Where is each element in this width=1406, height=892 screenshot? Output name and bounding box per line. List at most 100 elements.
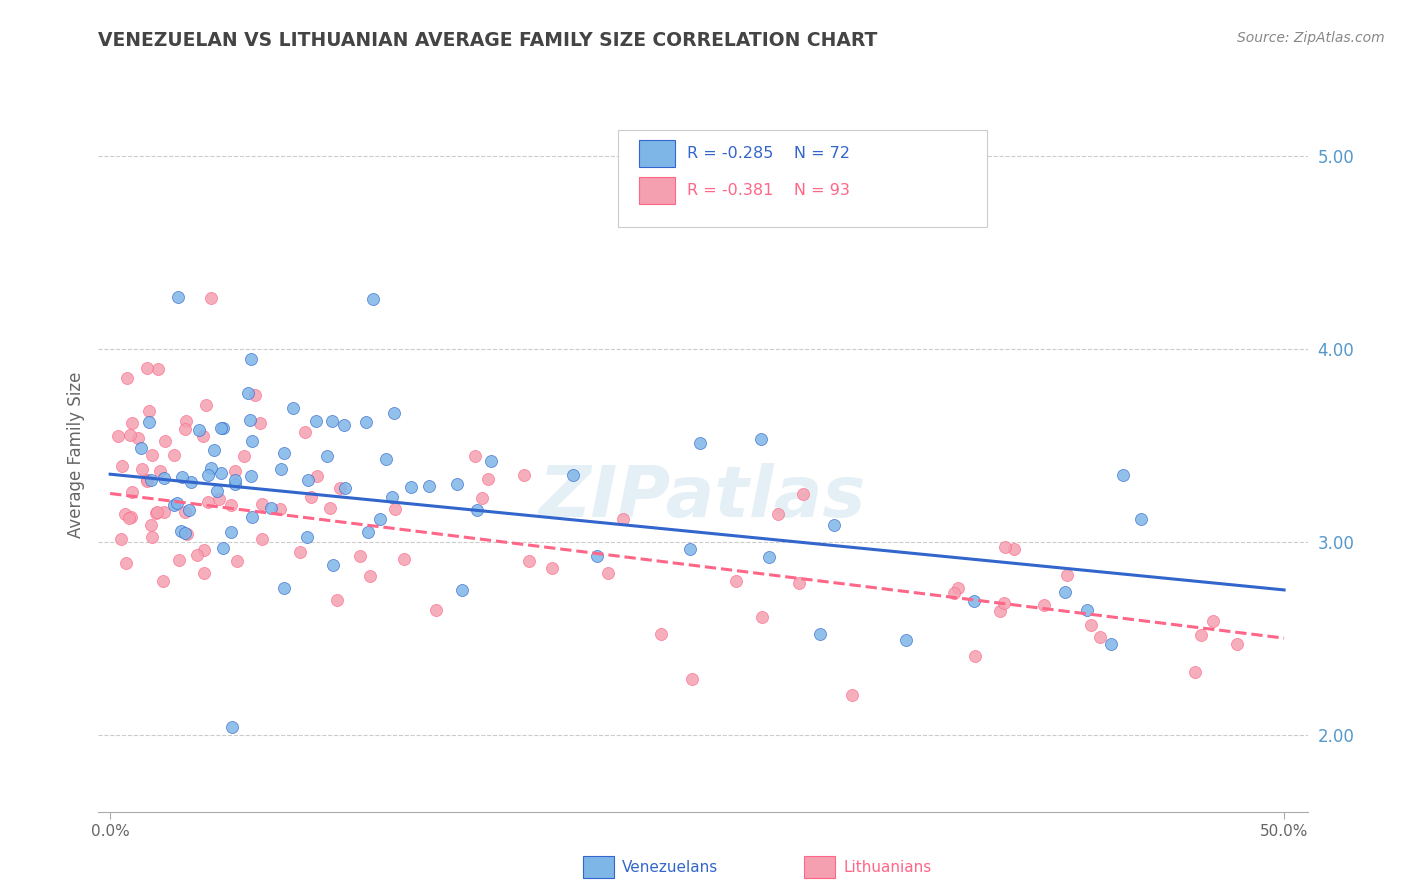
Point xyxy=(118,428,141,442)
Point xyxy=(120,509,142,524)
Point xyxy=(1202,615,1225,629)
Point xyxy=(766,507,789,521)
Point xyxy=(517,554,540,568)
Point xyxy=(152,506,174,520)
Point xyxy=(943,586,966,600)
Point xyxy=(464,449,486,463)
Point xyxy=(512,467,534,482)
Point xyxy=(118,510,141,524)
Point xyxy=(446,477,468,491)
Point xyxy=(354,415,377,429)
Point xyxy=(841,689,863,703)
Point xyxy=(153,471,176,485)
Point xyxy=(290,545,312,559)
Point xyxy=(585,549,607,563)
Point xyxy=(477,472,499,486)
Point xyxy=(166,496,188,510)
Point xyxy=(1088,631,1111,645)
Text: ZIPatlas: ZIPatlas xyxy=(540,463,866,533)
Point xyxy=(318,501,340,516)
FancyBboxPatch shape xyxy=(638,178,675,204)
Point xyxy=(894,632,917,647)
Point xyxy=(465,502,488,516)
Point xyxy=(205,484,228,499)
Point xyxy=(382,406,405,420)
Point xyxy=(725,574,748,588)
Point xyxy=(304,414,326,428)
Point xyxy=(270,461,292,475)
Point xyxy=(232,450,254,464)
Point xyxy=(212,421,235,435)
Point xyxy=(965,648,987,663)
Point xyxy=(283,401,305,415)
Point xyxy=(221,498,243,512)
Point xyxy=(479,454,502,468)
Point xyxy=(329,481,352,495)
Point xyxy=(425,603,447,617)
Point xyxy=(141,449,163,463)
Point xyxy=(180,475,202,489)
Point xyxy=(202,443,225,458)
Point xyxy=(294,425,316,439)
Point xyxy=(146,505,169,519)
Point xyxy=(260,501,283,516)
Point xyxy=(139,518,162,533)
Point xyxy=(349,549,371,563)
Point xyxy=(1225,637,1247,651)
Point xyxy=(207,492,229,507)
Point xyxy=(1002,542,1025,557)
Point xyxy=(211,541,233,555)
Point xyxy=(153,434,176,448)
Point xyxy=(149,465,172,479)
Point xyxy=(131,462,153,476)
Point xyxy=(787,575,810,590)
Text: Lithuanians: Lithuanians xyxy=(844,861,932,875)
Point xyxy=(252,497,274,511)
Point xyxy=(269,501,291,516)
FancyBboxPatch shape xyxy=(619,130,987,227)
Point xyxy=(1112,467,1135,482)
Point xyxy=(758,550,780,565)
Point xyxy=(471,491,494,505)
Point xyxy=(174,414,197,428)
Point xyxy=(273,446,295,460)
Point xyxy=(250,532,273,546)
Point xyxy=(1032,598,1054,612)
Point xyxy=(195,397,218,411)
Point xyxy=(1130,512,1153,526)
Point xyxy=(823,518,845,533)
Point xyxy=(110,533,132,547)
Point xyxy=(174,526,197,541)
Point xyxy=(200,460,222,475)
Point xyxy=(172,470,194,484)
Point xyxy=(197,494,219,508)
Point xyxy=(749,432,772,446)
Point xyxy=(200,291,222,305)
Point xyxy=(1076,603,1098,617)
Point xyxy=(361,292,384,306)
Text: R = -0.285    N = 72: R = -0.285 N = 72 xyxy=(688,146,851,161)
Point xyxy=(808,627,831,641)
Point xyxy=(224,476,246,491)
Point xyxy=(209,466,232,480)
Point xyxy=(238,385,260,400)
Point xyxy=(359,569,381,583)
Point xyxy=(305,469,328,483)
Point xyxy=(240,434,263,449)
Point xyxy=(177,502,200,516)
Point xyxy=(946,581,969,595)
Point xyxy=(240,468,263,483)
Point xyxy=(127,431,149,445)
Point xyxy=(193,542,215,557)
Point xyxy=(679,541,702,556)
Point xyxy=(375,452,398,467)
Point xyxy=(1080,617,1102,632)
Point xyxy=(299,490,322,504)
Point xyxy=(170,524,193,538)
Point xyxy=(561,468,583,483)
Point xyxy=(107,429,129,443)
Text: VENEZUELAN VS LITHUANIAN AVERAGE FAMILY SIZE CORRELATION CHART: VENEZUELAN VS LITHUANIAN AVERAGE FAMILY … xyxy=(98,31,877,50)
Point xyxy=(121,485,143,500)
Point xyxy=(240,510,263,524)
Point xyxy=(115,371,138,385)
